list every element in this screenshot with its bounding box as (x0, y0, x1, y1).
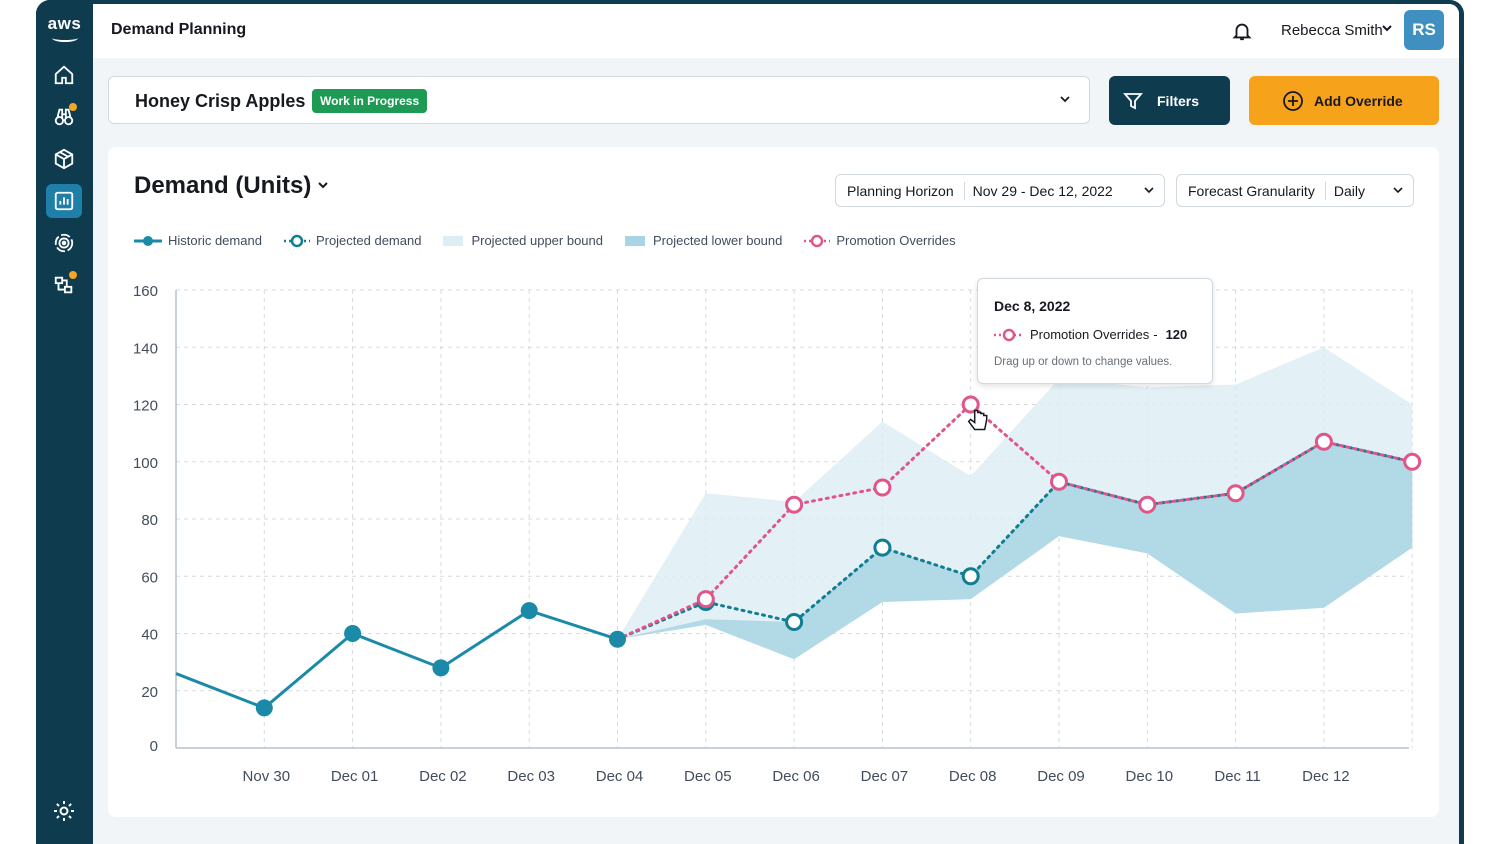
legend-upper[interactable]: Projected upper bound (443, 233, 603, 248)
bell-icon[interactable] (1231, 19, 1253, 43)
page-title: Demand Planning (111, 21, 247, 38)
sidebar-item-demand[interactable] (46, 184, 82, 218)
legend-lower[interactable]: Projected lower bound (625, 233, 782, 248)
chart-title[interactable]: Demand (Units) (134, 172, 312, 199)
legend-historic[interactable]: Historic demand (134, 233, 262, 248)
granularity-label: Forecast Granularity (1177, 181, 1326, 200)
workflow-icon (54, 276, 73, 294)
tooltip-date: Dec 8, 2022 (994, 298, 1071, 314)
filter-icon (1123, 92, 1143, 109)
filters-button[interactable]: Filters (1109, 76, 1230, 125)
legend-projected-label: Projected demand (315, 233, 422, 248)
tooltip-series: Promotion Overrides (1030, 327, 1150, 342)
sidebar-item-insights[interactable] (46, 226, 82, 260)
main-area: Demand Planning Rebecca Smith RS Honey C… (93, 4, 1459, 844)
home-icon (54, 65, 74, 85)
tooltip-value: 120 (1165, 327, 1188, 342)
legend-projected[interactable]: Projected demand (283, 233, 422, 248)
legend-promo-label: Promotion Overrides (836, 233, 956, 248)
legend-promo-swatch (804, 234, 831, 247)
legend-historic-swatch (134, 235, 162, 246)
chevron-down-icon[interactable] (1059, 95, 1071, 103)
planning-horizon-select[interactable]: Planning Horizon Nov 29 - Dec 12, 2022 (835, 174, 1165, 207)
legend-promo[interactable]: Promotion Overrides (804, 233, 956, 248)
radar-icon (54, 233, 74, 253)
user-menu[interactable]: Rebecca Smith (1281, 22, 1383, 39)
planning-horizon-label: Planning Horizon (836, 181, 965, 200)
tooltip-row: Promotion Overrides - 120 (994, 327, 1187, 342)
legend-projected-swatch (283, 234, 310, 247)
legend-historic-label: Historic demand (168, 233, 262, 248)
legend-upper-label: Projected upper bound (471, 233, 603, 248)
chart-legend: Historic demand Projected demand Project… (134, 233, 978, 248)
add-override-label: Add Override (1314, 92, 1403, 109)
sidebar-item-explore[interactable] (46, 100, 82, 134)
alert-dot (69, 271, 77, 279)
sidebar-item-inventory[interactable] (46, 142, 82, 176)
tooltip-promo-swatch (994, 328, 1024, 341)
granularity-value: Daily (1333, 182, 1365, 199)
chart-tooltip: Dec 8, 2022 Promotion Overrides - 120 Dr… (977, 278, 1213, 384)
legend-lower-label: Projected lower bound (653, 233, 783, 248)
chevron-down-icon[interactable] (318, 181, 328, 189)
package-icon (54, 148, 74, 170)
settings-icon[interactable] (52, 799, 76, 823)
sidebar-item-workflows[interactable] (46, 268, 82, 302)
demand-card: Demand (Units) Planning Horizon Nov 29 -… (108, 147, 1439, 817)
plus-circle-icon (1283, 90, 1303, 111)
sidebar: aws (36, 0, 93, 844)
binoculars-icon (54, 108, 74, 126)
legend-upper-swatch (443, 235, 464, 246)
tooltip-hint: Drag up or down to change values. (994, 356, 1173, 368)
aws-logo-smile (52, 34, 78, 42)
legend-lower-swatch (625, 235, 645, 246)
chevron-down-icon[interactable] (1382, 24, 1392, 32)
chevron-down-icon (1144, 187, 1154, 194)
chart-icon (54, 191, 74, 211)
top-bar: Demand Planning Rebecca Smith RS (93, 4, 1459, 58)
status-badge: Work in Progress (312, 89, 428, 113)
chevron-down-icon (1393, 187, 1403, 194)
filters-label: Filters (1157, 92, 1200, 109)
add-override-button[interactable]: Add Override (1249, 76, 1439, 125)
sidebar-item-home[interactable] (46, 58, 82, 92)
planning-horizon-value: Nov 29 - Dec 12, 2022 (972, 182, 1113, 199)
alert-dot (69, 103, 77, 111)
avatar[interactable]: RS (1404, 10, 1444, 50)
product-name: Honey Crisp Apples (135, 91, 306, 111)
forecast-granularity-select[interactable]: Forecast Granularity Daily (1176, 174, 1414, 207)
aws-logo: aws (47, 14, 82, 33)
product-select[interactable]: Honey Crisp Apples Work in Progress (108, 76, 1090, 124)
